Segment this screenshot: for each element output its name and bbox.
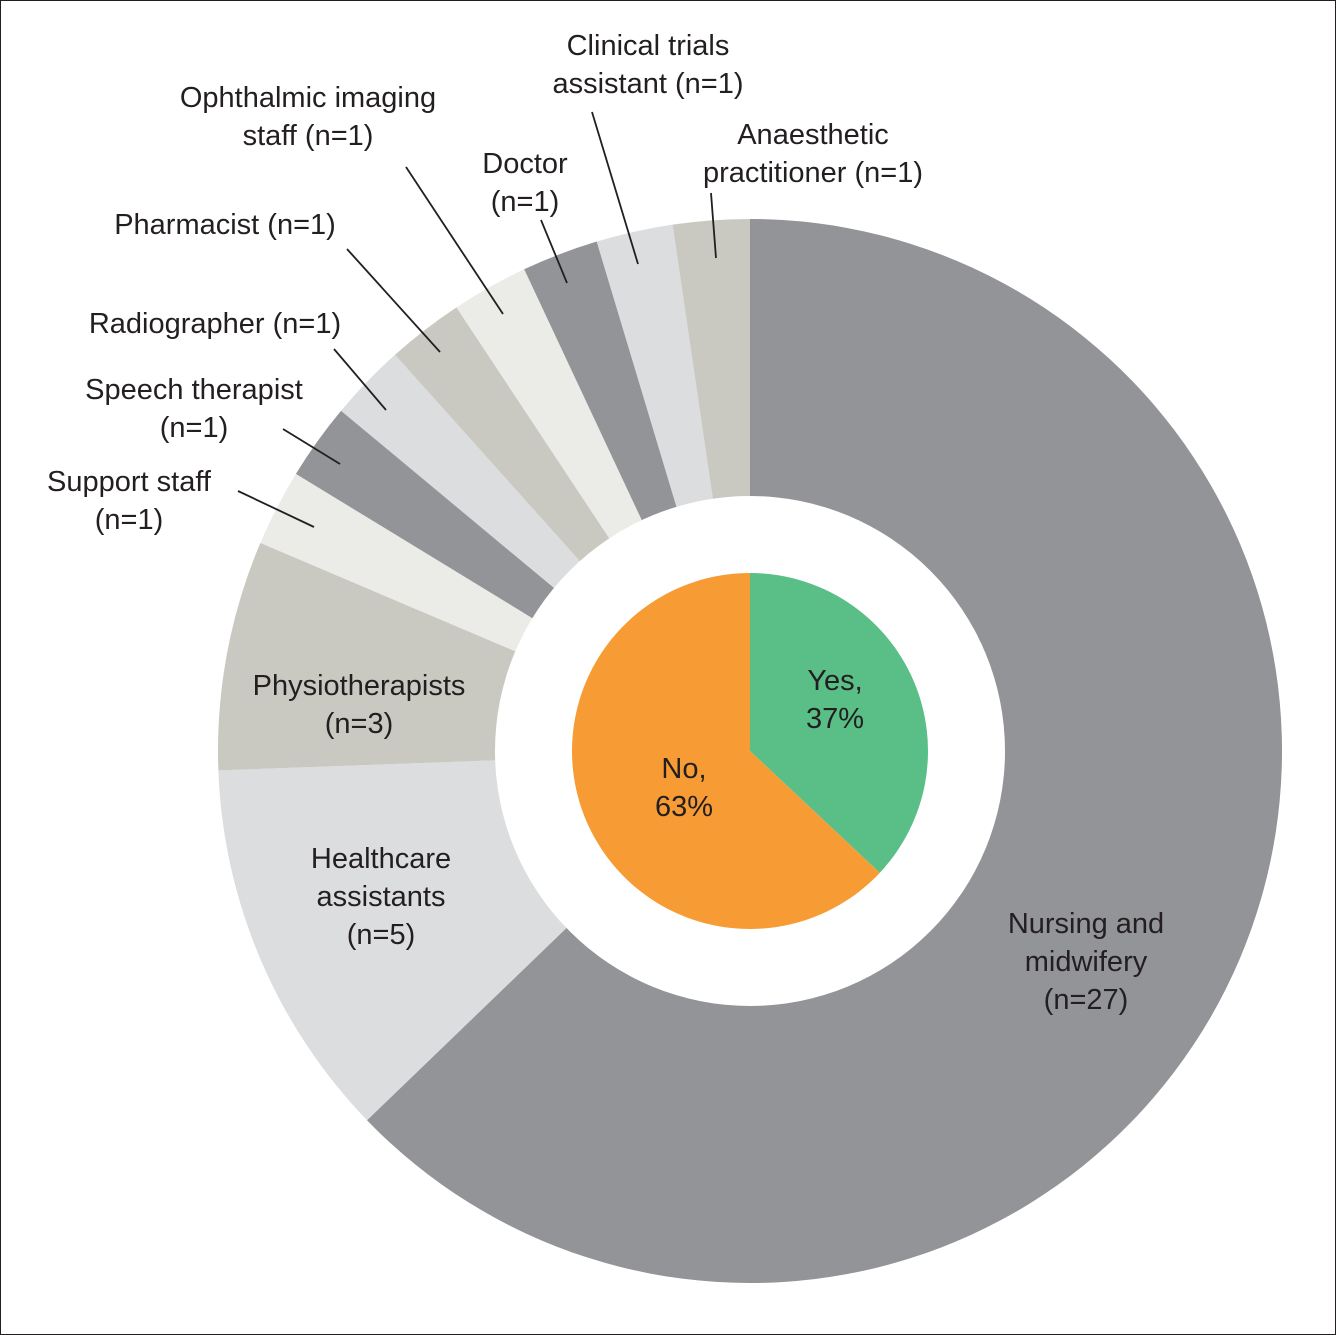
label-physiotherapists-line: (n=3)	[325, 708, 394, 740]
label-doctor-line: (n=1)	[491, 186, 560, 218]
leader-line-support-staff	[237, 490, 315, 528]
label-support-staff: Support staff (n=1)	[47, 466, 212, 536]
outer-slice-pharmacist	[394, 307, 611, 563]
label-anaesthetic-practitioner-line: practitioner (n=1)	[703, 157, 923, 189]
outer-slice-healthcare-assistants	[218, 760, 568, 1121]
label-no-line: 63%	[655, 791, 713, 823]
leader-line-speech-therapist	[282, 428, 341, 465]
outer-slice-support-staff	[260, 473, 535, 653]
label-ophthalmic-imaging-staff-line: staff (n=1)	[243, 120, 374, 152]
outer-slice-clinical-trials-assistant	[596, 224, 714, 509]
label-no: No, 63%	[655, 753, 713, 823]
label-clinical-trials-assistant-line: Clinical trials	[567, 30, 730, 62]
label-physiotherapists-line: Physiotherapists	[253, 670, 466, 702]
label-yes-line: 37%	[806, 703, 864, 735]
label-speech-therapist-line: Speech therapist	[85, 374, 303, 406]
label-healthcare-assistants: Healthcare assistants (n=5)	[311, 843, 451, 951]
label-radiographer-line: Radiographer (n=1)	[89, 308, 341, 340]
leader-line-radiographer	[333, 348, 387, 411]
outer-slice-radiographer	[341, 354, 582, 590]
leader-lines	[237, 111, 717, 528]
outer-ring	[218, 219, 1282, 1283]
label-speech-therapist: Speech therapist (n=1)	[85, 374, 303, 444]
label-anaesthetic-practitioner-line: Anaesthetic	[737, 119, 889, 151]
leader-line-pharmacist	[346, 248, 441, 353]
label-support-staff-line: (n=1)	[95, 504, 164, 536]
label-nursing-and-midwifery-line: (n=27)	[1044, 984, 1129, 1016]
label-support-staff-line: Support staff	[47, 466, 212, 498]
label-ophthalmic-imaging-staff-line: Ophthalmic imaging	[180, 82, 436, 114]
label-healthcare-assistants-line: assistants	[317, 881, 446, 913]
outer-slice-physiotherapists	[218, 542, 518, 771]
inner-pie	[572, 573, 929, 929]
leader-line-clinical-trials-assistant	[591, 111, 639, 265]
label-nursing-and-midwifery: Nursing and midwifery (n=27)	[1008, 908, 1164, 1016]
label-healthcare-assistants-line: Healthcare	[311, 843, 451, 875]
leader-line-anaesthetic-practitioner	[710, 192, 717, 259]
outer-slice-speech-therapist	[295, 410, 556, 620]
outer-slice-nursing-and-midwifery	[367, 219, 1282, 1283]
label-ophthalmic-imaging-staff: Ophthalmic imaging staff (n=1)	[180, 82, 436, 152]
label-pharmacist-line: Pharmacist (n=1)	[114, 209, 336, 241]
leader-line-doctor	[540, 219, 568, 284]
slice-labels: Nursing and midwifery (n=27) Healthcare assi…	[47, 30, 1164, 1016]
inner-slice-no	[572, 573, 880, 929]
label-nursing-and-midwifery-line: Nursing and	[1008, 908, 1164, 940]
label-clinical-trials-assistant-line: assistant (n=1)	[552, 68, 743, 100]
label-no-line: No,	[661, 753, 706, 785]
outer-slice-anaesthetic-practitioner	[672, 219, 750, 501]
outer-slice-doctor	[524, 241, 678, 522]
label-physiotherapists: Physiotherapists (n=3)	[253, 670, 466, 740]
label-yes-line: Yes,	[807, 665, 862, 697]
label-yes: Yes, 37%	[806, 665, 864, 735]
label-doctor: Doctor (n=1)	[482, 148, 568, 218]
label-radiographer: Radiographer (n=1)	[89, 308, 341, 340]
label-clinical-trials-assistant: Clinical trials assistant (n=1)	[552, 30, 743, 100]
label-nursing-and-midwifery-line: midwifery	[1025, 946, 1148, 978]
label-healthcare-assistants-line: (n=5)	[347, 919, 416, 951]
leader-line-ophthalmic-imaging-staff	[405, 166, 504, 315]
label-anaesthetic-practitioner: Anaesthetic practitioner (n=1)	[703, 119, 923, 189]
label-pharmacist: Pharmacist (n=1)	[114, 209, 336, 241]
inner-slice-yes	[750, 573, 929, 873]
label-speech-therapist-line: (n=1)	[160, 412, 229, 444]
label-doctor-line: Doctor	[482, 148, 568, 180]
outer-slice-ophthalmic-imaging-staff	[456, 269, 643, 540]
